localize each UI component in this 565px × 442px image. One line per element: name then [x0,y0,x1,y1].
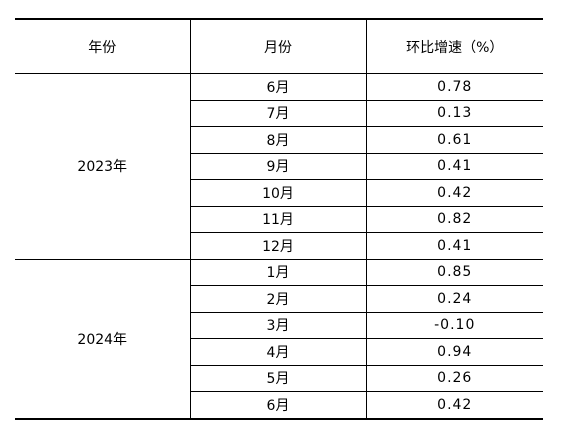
header-rate: 环比增速（%） [366,18,543,74]
month-cell: 11月 [190,206,367,233]
table-row: 5月 0.26 [15,365,543,392]
month-cell: 8月 [190,126,367,154]
header-year: 年份 [15,18,191,74]
table-header-row: 年份 月份 环比增速（%） [15,18,543,74]
growth-rate-table: 年份 月份 环比增速（%） 2023年 6月 0.78 7月 0.13 8月 0… [15,18,543,420]
table-row: 6月 0.42 [15,391,543,420]
table-row: 4月 0.94 [15,338,543,366]
table-row: 11月 0.82 [15,206,543,233]
rate-cell: 0.42 [366,179,543,207]
month-cell: 7月 [190,100,367,127]
month-cell: 6月 [190,73,367,101]
month-cell: 4月 [190,338,367,366]
month-cell: 5月 [190,365,367,392]
rate-cell: 0.41 [366,153,543,180]
header-month: 月份 [190,18,367,74]
rate-cell: 0.78 [366,73,543,101]
table-row: 8月 0.61 [15,126,543,154]
year-cell-2024: 2024年 [15,259,191,420]
rate-cell: 0.85 [366,259,543,286]
month-cell: 9月 [190,153,367,180]
rate-cell: 0.94 [366,338,543,366]
table-row: 9月 0.41 [15,153,543,180]
month-cell: 12月 [190,232,367,260]
rate-cell: 0.26 [366,365,543,392]
table-row: 3月 -0.10 [15,312,543,339]
month-cell: 10月 [190,179,367,207]
rate-cell: 0.13 [366,100,543,127]
table-row: 7月 0.13 [15,100,543,127]
table-row: 2024年 1月 0.85 [15,259,543,420]
month-cell: 2月 [190,285,367,313]
rate-cell: 0.41 [366,232,543,260]
rate-cell: 0.61 [366,126,543,154]
table-row: 12月 0.41 [15,232,543,260]
month-cell: 1月 [190,259,367,286]
table-row: 2023年 6月 0.78 [15,73,543,260]
rate-cell: 0.82 [366,206,543,233]
month-cell: 3月 [190,312,367,339]
rate-cell: 0.24 [366,285,543,313]
month-cell: 6月 [190,391,367,420]
table-row: 10月 0.42 [15,179,543,207]
rate-cell: 0.42 [366,391,543,420]
year-cell-2023: 2023年 [15,73,191,260]
rate-cell: -0.10 [366,312,543,339]
table-row: 2月 0.24 [15,285,543,313]
